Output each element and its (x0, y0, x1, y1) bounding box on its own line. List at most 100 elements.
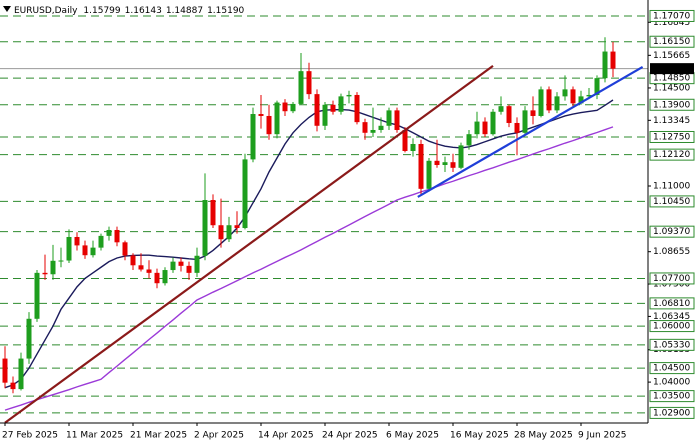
candle-body (306, 71, 312, 95)
level-label: 1.10450 (653, 197, 690, 207)
candle-body (554, 96, 560, 111)
candle-body (178, 261, 184, 266)
x-tick-label: 16 May 2025 (450, 431, 509, 441)
candle-body (202, 200, 208, 256)
level-label: 1.02900 (653, 408, 690, 418)
candle-body (322, 104, 328, 126)
candle-body (578, 96, 584, 104)
candle-body (114, 229, 120, 243)
candle-body (314, 94, 320, 126)
candle-body (146, 269, 152, 273)
candle-body (458, 145, 464, 168)
candle-body (106, 229, 112, 236)
candle-body (226, 225, 232, 240)
candle-body (410, 143, 416, 151)
candle-body (218, 225, 224, 240)
header-high: 1.16143 (125, 6, 162, 16)
y-tick-label: 1.14500 (653, 83, 690, 93)
candle-body (210, 200, 216, 226)
candle-body (362, 122, 368, 133)
x-tick-label: 21 Mar 2025 (130, 431, 187, 441)
level-label-box (649, 272, 695, 285)
level-label: 1.06810 (653, 299, 690, 309)
moving-average (4, 126, 614, 411)
trendline (417, 65, 644, 198)
level-label: 1.04500 (653, 364, 690, 374)
candle-body (482, 121, 488, 135)
candle-body (426, 160, 432, 189)
candle-body (170, 261, 176, 271)
candle-body (522, 110, 528, 133)
level-label: 1.16150 (653, 37, 690, 47)
candle-body (466, 134, 472, 146)
y-tick-label: 1.08655 (653, 247, 690, 257)
candle-body (570, 89, 576, 104)
candle-body (266, 115, 272, 135)
level-label-box (649, 297, 695, 310)
header-open: 1.15799 (83, 6, 120, 16)
level-label-box (649, 98, 695, 111)
y-tick-label: 1.16845 (653, 18, 690, 28)
candle-body (194, 255, 200, 273)
candle-body (386, 110, 392, 126)
candle-body (434, 160, 440, 165)
x-tick-label: 9 Jun 2025 (578, 431, 626, 441)
level-label-box (649, 406, 695, 419)
header-low: 1.14887 (166, 6, 203, 16)
candle-body (394, 110, 400, 130)
level-label-box (649, 225, 695, 238)
candle-body (258, 114, 264, 116)
level-label-box (649, 390, 695, 403)
candle-body (274, 102, 280, 135)
level-label: 1.06000 (653, 322, 690, 332)
candle-body (418, 143, 424, 189)
candle-body (506, 106, 512, 123)
candle-body (186, 265, 192, 273)
level-label: 1.12120 (653, 150, 690, 160)
current-price-label: 1.15190 (653, 64, 690, 74)
candle-body (450, 162, 456, 168)
candle-body (162, 270, 168, 284)
level-label-box (649, 338, 695, 351)
candle-body (402, 129, 408, 151)
candle-body (378, 125, 384, 130)
candle-body (26, 318, 32, 359)
candle-body (442, 162, 448, 165)
level-label-box (649, 9, 695, 22)
candle-body (234, 225, 240, 229)
candle-body (594, 78, 600, 95)
header-close: 1.15190 (207, 6, 244, 16)
x-tick-label: 27 Feb 2025 (2, 431, 58, 441)
candle-body (346, 94, 352, 97)
level-label: 1.13900 (653, 100, 690, 110)
candle-body (538, 89, 544, 116)
candle-body (530, 110, 536, 116)
level-label: 1.03500 (653, 392, 690, 402)
candle-body (34, 272, 40, 319)
y-tick-label: 1.13345 (653, 116, 690, 126)
x-tick-label: 14 Apr 2025 (258, 431, 314, 441)
current-price-box (650, 63, 694, 75)
candle-body (42, 272, 48, 275)
trendline (4, 64, 494, 424)
x-tick-label: 28 May 2025 (514, 431, 573, 441)
candle-body (154, 272, 160, 284)
candle-body (330, 104, 336, 112)
y-tick-label: 1.06345 (653, 312, 690, 322)
header: EURUSD,Daily 1.15799 1.16143 1.14887 1.15190 (14, 6, 245, 16)
x-tick-label: 11 Mar 2025 (66, 431, 123, 441)
candle-body (474, 121, 480, 135)
candle-body (498, 106, 504, 112)
level-label-box (649, 362, 695, 375)
symbol: EURUSD,Daily (14, 6, 78, 16)
candle-body (90, 247, 96, 256)
dropdown-icon (3, 6, 11, 12)
candle-body (18, 358, 24, 390)
candle-body (82, 245, 88, 256)
candle-body (50, 260, 56, 275)
level-label-box (649, 195, 695, 208)
x-tick-label: 2 Apr 2025 (194, 431, 244, 441)
candle-body (66, 236, 72, 261)
candle-body (98, 235, 104, 248)
